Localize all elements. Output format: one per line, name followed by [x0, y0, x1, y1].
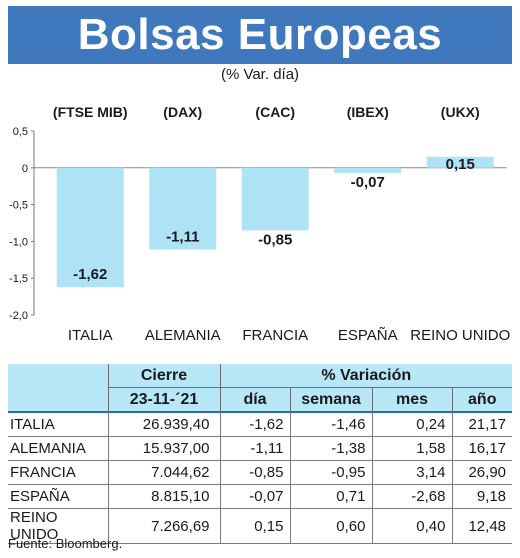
cell-semana: 0,60 — [289, 508, 372, 544]
y-tick-label: -0,5 — [9, 200, 28, 212]
table-row: ITALIA 26.939,40 -1,62 -1,46 0,24 21,17 — [8, 412, 513, 437]
bar-chart: 0,5 0 -0,5 -1,0 -1,5 -2,0 -1,62 (FTSE MIB) ITALI… — [9, 104, 510, 344]
column-header-ano: año — [451, 387, 513, 413]
index-label: (IBEX) — [347, 104, 389, 120]
table-row: REINO UNIDO 7.266,69 0,15 0,60 0,40 12,48 — [8, 508, 513, 544]
x-category-label: ALEMANIA — [145, 327, 221, 344]
cell-name: ESPAÑA — [8, 484, 108, 509]
index-label: (DAX) — [163, 104, 202, 120]
cell-cierre: 26.939,40 — [107, 412, 220, 437]
column-header-dia: día — [219, 387, 290, 413]
cell-dia: -1,62 — [219, 412, 290, 437]
x-category-label: FRANCIA — [242, 327, 308, 344]
cell-ano: 16,17 — [451, 436, 513, 461]
cierre-header: Cierre — [107, 364, 220, 388]
cell-dia: -0,07 — [219, 484, 290, 509]
bar-value-label: -0,85 — [258, 231, 292, 248]
cell-dia: 0,15 — [219, 508, 290, 544]
bar — [56, 167, 124, 288]
bar-value-label: -0,07 — [351, 174, 385, 191]
y-tick-label: -1,5 — [9, 273, 28, 285]
cell-name: FRANCIA — [8, 460, 108, 485]
bar — [149, 167, 217, 250]
bar — [426, 156, 494, 168]
cell-dia: -1,11 — [219, 436, 290, 461]
chart-subtitle: (% Var. día) — [220, 66, 300, 83]
cell-name: ALEMANIA — [8, 436, 108, 461]
y-tick-label: -1,0 — [9, 236, 28, 248]
cell-ano: 9,18 — [451, 484, 513, 509]
column-header-mes: mes — [371, 387, 452, 413]
title-banner: Bolsas Europeas — [8, 6, 512, 64]
cell-mes: 0,40 — [371, 508, 452, 544]
cell-cierre: 7.266,69 — [107, 508, 220, 544]
bar-value-label: -1,62 — [73, 266, 107, 283]
cell-ano: 12,48 — [451, 508, 513, 544]
index-label: (CAC) — [255, 104, 295, 120]
cell-name: ITALIA — [8, 412, 108, 437]
cell-cierre: 7.044,62 — [107, 460, 220, 485]
markets-table: Cierre % Variación 23-11-´21 día semana … — [8, 364, 513, 544]
page-title: Bolsas Europeas — [77, 10, 443, 59]
bar-value-label: 0,15 — [446, 156, 475, 173]
source-note: Fuente: Bloomberg. — [8, 536, 123, 551]
bar — [241, 167, 309, 231]
y-tick-label: 0 — [22, 163, 28, 175]
x-category-label: REINO UNIDO — [410, 327, 510, 344]
cell-ano: 21,17 — [451, 412, 513, 437]
cell-mes: 1,58 — [371, 436, 452, 461]
cell-semana: 0,71 — [289, 484, 372, 509]
cell-mes: 3,14 — [371, 460, 452, 485]
table-row: FRANCIA 7.044,62 -0,85 -0,95 3,14 26,90 — [8, 460, 513, 485]
cell-ano: 26,90 — [451, 460, 513, 485]
column-header-semana: semana — [289, 387, 372, 413]
cell-semana: -1,46 — [289, 412, 372, 437]
cell-mes: -2,68 — [371, 484, 452, 509]
x-category-label: ESPAÑA — [338, 327, 398, 344]
cell-cierre: 15.937,00 — [107, 436, 220, 461]
date-header: 23-11-´21 — [107, 387, 220, 413]
y-tick-label: -2,0 — [9, 310, 28, 322]
table-corner — [8, 364, 108, 388]
table-corner-2 — [8, 387, 108, 413]
table-row: ESPAÑA 8.815,10 -0,07 0,71 -2,68 9,18 — [8, 484, 513, 509]
x-category-label: ITALIA — [68, 327, 113, 344]
index-label: (UKX) — [441, 104, 480, 120]
bar — [334, 167, 402, 173]
cell-semana: -0,95 — [289, 460, 372, 485]
bar-value-label: -1,11 — [166, 228, 199, 245]
cell-dia: -0,85 — [219, 460, 290, 485]
cell-cierre: 8.815,10 — [107, 484, 220, 509]
variacion-header: % Variación — [219, 364, 513, 388]
table-row: ALEMANIA 15.937,00 -1,11 -1,38 1,58 16,17 — [8, 436, 513, 461]
y-tick-label: 0,5 — [13, 126, 28, 138]
cell-semana: -1,38 — [289, 436, 372, 461]
cell-name: REINO UNIDO — [8, 508, 108, 544]
index-label: (FTSE MIB) — [53, 104, 128, 120]
cell-mes: 0,24 — [371, 412, 452, 437]
